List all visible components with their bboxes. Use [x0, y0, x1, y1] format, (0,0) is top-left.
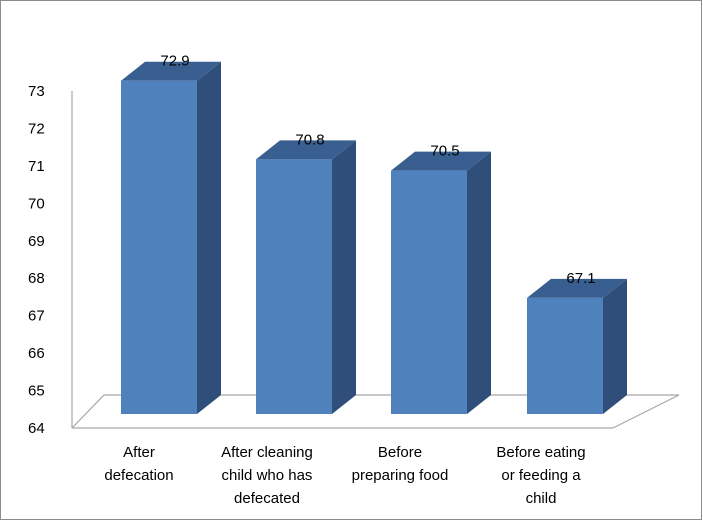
data-labels: 72.9 70.8 70.5 67.1 [160, 53, 595, 287]
bar-front [121, 80, 197, 414]
bar [527, 278, 627, 414]
category-label: After cleaning child who has defecated [221, 444, 313, 507]
bar-top [391, 151, 491, 171]
category-label-line: After cleaning [221, 444, 313, 461]
y-axis: 64 65 66 67 68 69 70 71 72 73 [28, 83, 73, 437]
category-label-line: After [123, 444, 155, 461]
y-tick-label: 69 [28, 233, 45, 250]
bar-side [332, 140, 356, 414]
data-label: 70.5 [430, 143, 459, 160]
category-label: After defecation [104, 444, 173, 484]
bar-top [121, 61, 221, 81]
category-label-line: defecated [234, 490, 300, 507]
bar-side [197, 61, 221, 414]
y-tick-label: 66 [28, 345, 45, 362]
y-tick-label: 73 [28, 83, 45, 100]
y-tick-label: 65 [28, 383, 45, 400]
bars [121, 61, 627, 414]
category-label-line: defecation [104, 467, 173, 484]
bar-front [391, 170, 467, 414]
y-tick-label: 64 [28, 420, 45, 437]
bar-side [467, 151, 491, 414]
category-label-line: preparing food [352, 467, 449, 484]
category-label-line: Before [378, 444, 422, 461]
y-tick-label: 70 [28, 195, 45, 212]
category-label-line: Before eating [496, 444, 585, 461]
category-label: Before preparing food [352, 444, 449, 484]
data-label: 72.9 [160, 53, 189, 70]
y-tick-label: 67 [28, 308, 45, 325]
y-tick-label: 72 [28, 120, 45, 137]
bar-side [603, 278, 627, 414]
data-label: 70.8 [295, 131, 324, 148]
bar-top [527, 278, 627, 298]
data-label: 67.1 [566, 270, 595, 287]
y-tick-label: 68 [28, 270, 45, 287]
bar-front [256, 159, 332, 414]
bar [256, 140, 356, 414]
bar [391, 151, 491, 414]
category-label-line: child who has [222, 467, 313, 484]
bar-top [256, 140, 356, 160]
category-label: Before eating or feeding a child [496, 444, 585, 507]
bar-front [527, 297, 603, 414]
y-tick-label: 71 [28, 158, 45, 175]
x-axis: After defecation After cleaning child who h… [104, 444, 585, 507]
category-label-line: or feeding a [501, 467, 581, 484]
category-label-line: child [526, 490, 557, 507]
bar [121, 61, 221, 414]
